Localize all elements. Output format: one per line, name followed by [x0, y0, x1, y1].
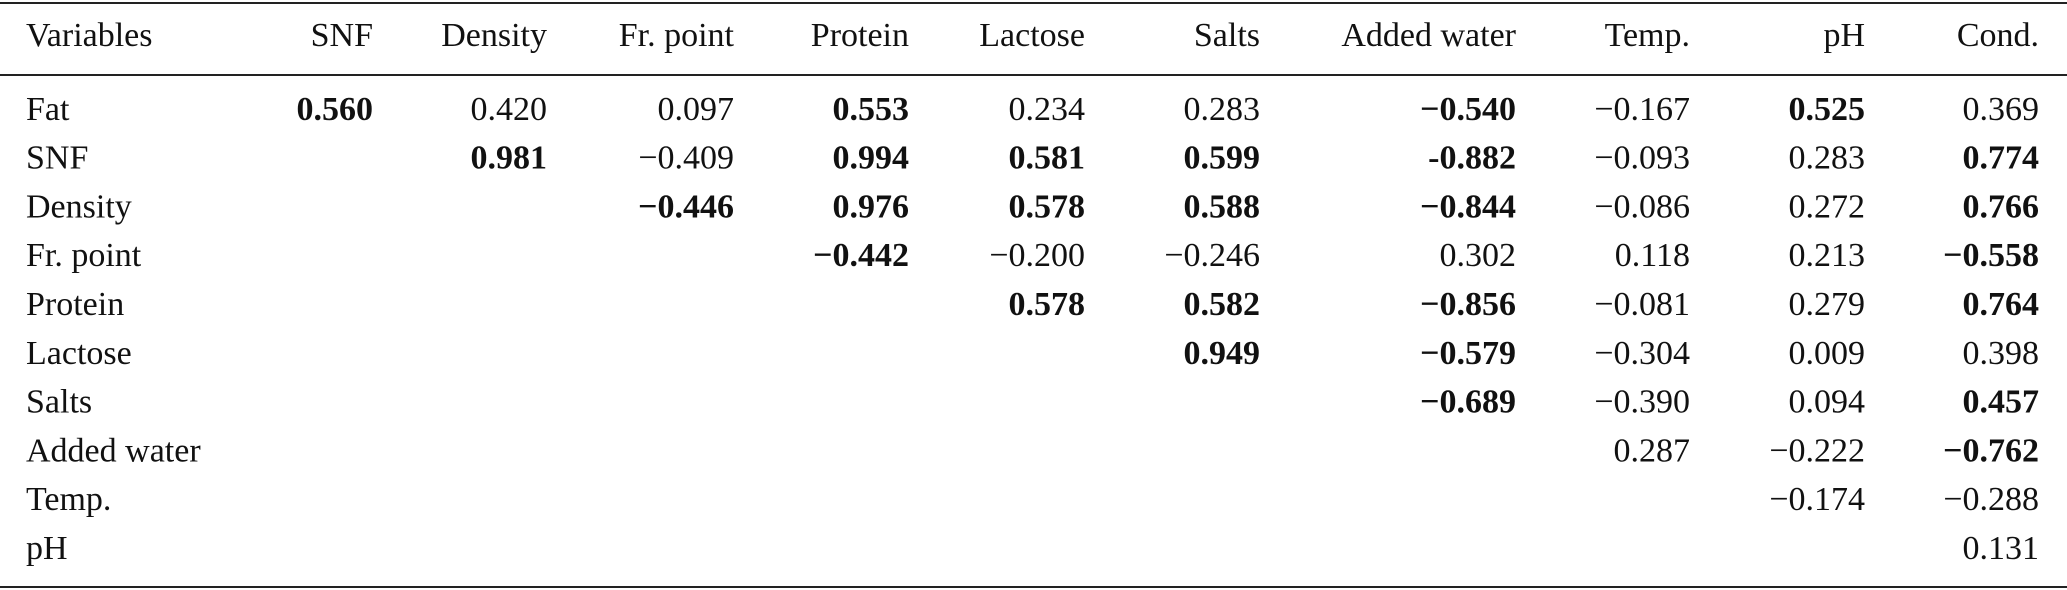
cell: 0.994 [833, 140, 910, 177]
cell: 0.213 [1789, 237, 1866, 274]
cell: 0.949 [1184, 335, 1261, 372]
cell: 0.525 [1789, 91, 1866, 128]
cell: 0.369 [1963, 91, 2040, 128]
cell: −0.167 [1594, 91, 1690, 128]
cell: 0.283 [1184, 91, 1261, 128]
row-label: Added water [26, 432, 201, 469]
cell: 0.578 [1009, 188, 1086, 225]
cell: 0.588 [1184, 188, 1261, 225]
cell: −0.579 [1420, 335, 1516, 372]
row-label: Fr. point [26, 237, 142, 274]
cell: 0.279 [1789, 286, 1866, 323]
cell: 0.553 [833, 91, 910, 128]
cell: −0.689 [1420, 384, 1516, 421]
column-header: Salts [1194, 17, 1260, 54]
cell: −0.200 [989, 237, 1085, 274]
cell: −0.288 [1943, 481, 2039, 518]
cell: 0.599 [1184, 140, 1261, 177]
cell: 0.774 [1963, 140, 2040, 177]
cell: −0.409 [638, 140, 734, 177]
cell: −0.442 [813, 237, 909, 274]
cell: −0.174 [1769, 481, 1865, 518]
cell: 0.094 [1789, 384, 1866, 421]
cell: 0.560 [297, 91, 374, 128]
cell: 0.234 [1009, 91, 1086, 128]
cell: 0.118 [1615, 237, 1690, 274]
cell: -0.882 [1428, 140, 1516, 177]
cell: 0.976 [833, 188, 910, 225]
cell: −0.086 [1594, 188, 1690, 225]
column-header: Lactose [979, 17, 1085, 54]
column-header: Fr. point [619, 17, 735, 54]
cell: −0.558 [1943, 237, 2039, 274]
column-header: Variables [26, 17, 153, 54]
cell: −0.081 [1594, 286, 1690, 323]
cell: −0.390 [1594, 384, 1690, 421]
row-label: Fat [26, 91, 70, 128]
cell: −0.304 [1594, 335, 1690, 372]
cell: 0.302 [1440, 237, 1517, 274]
cell: 0.457 [1963, 384, 2040, 421]
row-label: SNF [26, 140, 88, 177]
column-header: SNF [311, 17, 373, 54]
row-label: Lactose [26, 335, 132, 372]
cell: 0.097 [658, 91, 735, 128]
cell: 0.420 [471, 91, 548, 128]
cell: 0.764 [1963, 286, 2040, 323]
cell: −0.844 [1420, 188, 1516, 225]
row-label: pH [26, 530, 68, 567]
cell: 0.287 [1614, 432, 1691, 469]
cell: −0.246 [1164, 237, 1260, 274]
cell: 0.272 [1789, 188, 1866, 225]
cell: 0.398 [1963, 335, 2040, 372]
cell: 0.131 [1963, 530, 2040, 567]
column-header: Density [441, 17, 547, 54]
column-header: Added water [1341, 17, 1516, 54]
cell: 0.578 [1009, 286, 1086, 323]
cell: 0.766 [1963, 188, 2040, 225]
column-header: Protein [811, 17, 909, 54]
row-label: Salts [26, 384, 92, 421]
cell: −0.540 [1420, 91, 1516, 128]
cell: −0.222 [1769, 432, 1865, 469]
row-label: Temp. [26, 481, 111, 518]
column-header: Temp. [1605, 17, 1690, 54]
cell: 0.009 [1789, 335, 1866, 372]
cell: 0.582 [1184, 286, 1261, 323]
row-label: Density [26, 188, 132, 225]
row-label: Protein [26, 286, 124, 323]
cell: 0.283 [1789, 140, 1866, 177]
column-header: Cond. [1957, 17, 2039, 54]
cell: −0.446 [638, 188, 734, 225]
column-header: pH [1823, 17, 1865, 54]
cell: −0.856 [1420, 286, 1516, 323]
cell: −0.762 [1943, 432, 2039, 469]
cell: 0.581 [1009, 140, 1086, 177]
cell: −0.093 [1594, 140, 1690, 177]
cell: 0.981 [471, 140, 548, 177]
